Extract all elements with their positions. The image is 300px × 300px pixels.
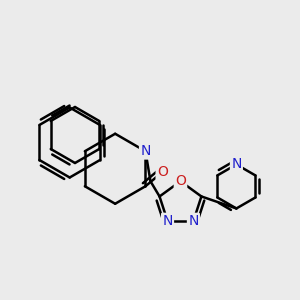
Text: N: N bbox=[162, 214, 173, 228]
Text: O: O bbox=[157, 165, 168, 179]
Text: O: O bbox=[175, 174, 186, 188]
Text: N: N bbox=[188, 214, 199, 228]
Text: N: N bbox=[231, 158, 242, 172]
Text: N: N bbox=[140, 144, 151, 158]
